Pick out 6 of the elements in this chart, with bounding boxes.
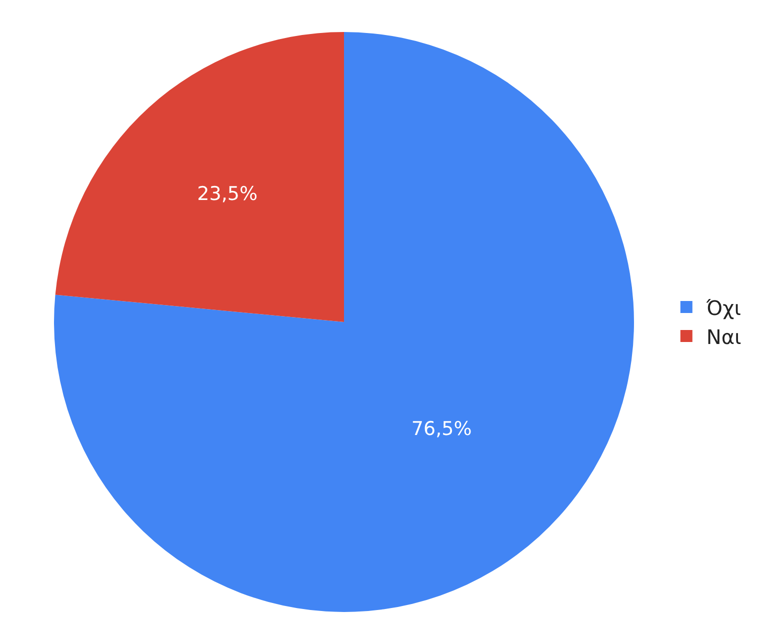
data-label: 76,5% bbox=[411, 418, 472, 440]
legend-label: Όχι bbox=[705, 296, 742, 320]
pie-slice bbox=[54, 32, 634, 612]
data-label: 23,5% bbox=[197, 182, 258, 205]
pie-slice bbox=[55, 32, 344, 322]
legend-label: Ναι bbox=[706, 324, 742, 349]
